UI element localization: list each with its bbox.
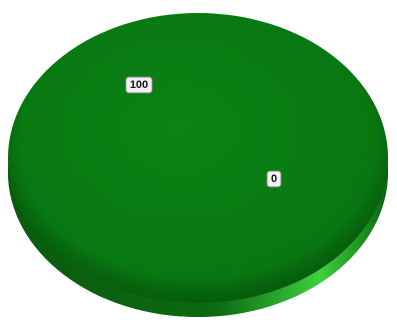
data-label-box <box>266 170 282 188</box>
pie-labels: 100 0 <box>125 76 282 188</box>
data-label-box <box>125 76 153 94</box>
pie-top-shade <box>8 13 388 303</box>
data-label: 100 <box>125 76 153 94</box>
svg-text:0: 0 <box>271 173 277 185</box>
pie-slices <box>8 13 388 303</box>
svg-text:100: 100 <box>130 79 148 91</box>
data-label: 0 <box>266 170 282 188</box>
